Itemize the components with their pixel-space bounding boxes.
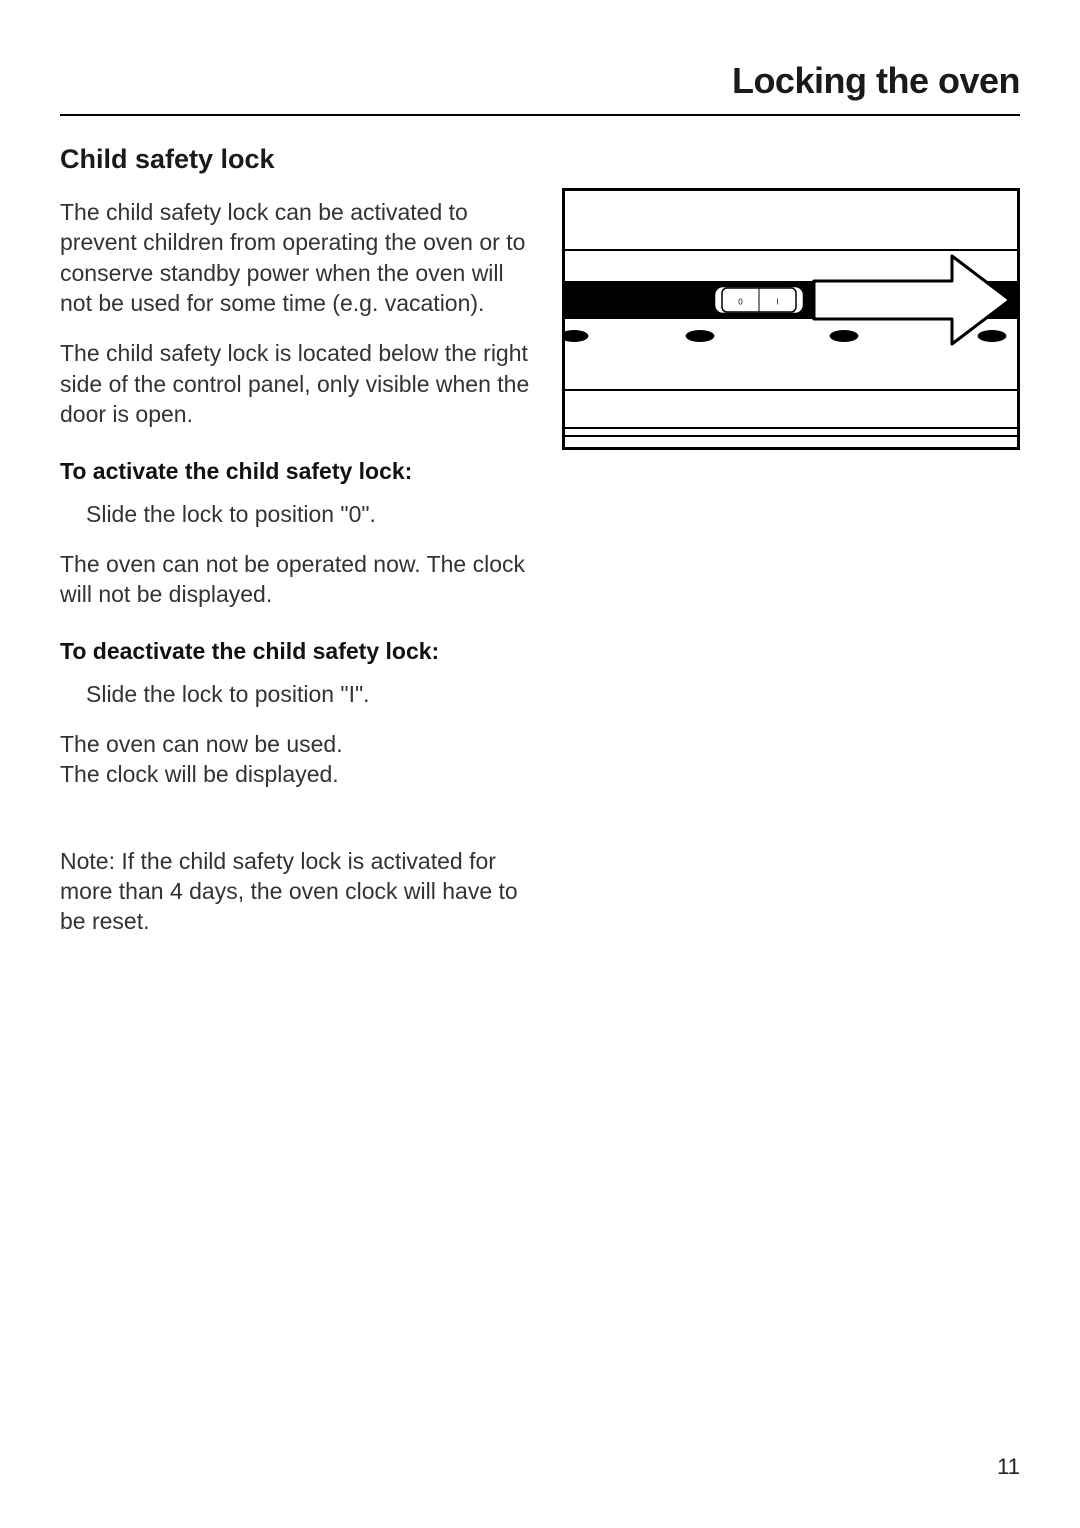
intro-paragraph-2: The child safety lock is located below t… <box>60 338 530 429</box>
note-text: Note: If the child safety lock is activa… <box>60 846 530 937</box>
left-column: Child safety lock The child safety lock … <box>60 144 530 937</box>
child-lock-diagram: 0I <box>562 188 1020 450</box>
deactivate-step: Slide the lock to position "I". <box>86 679 530 709</box>
section-heading: Child safety lock <box>60 144 530 175</box>
page-root: Locking the oven Child safety lock The c… <box>0 0 1080 1528</box>
intro-paragraph-1: The child safety lock can be activated t… <box>60 197 530 318</box>
activate-heading: To activate the child safety lock: <box>60 458 530 485</box>
activate-step: Slide the lock to position "0". <box>86 499 530 529</box>
content-columns: Child safety lock The child safety lock … <box>60 144 1020 937</box>
right-column: 0I <box>562 144 1020 937</box>
page-number: 11 <box>997 1454 1020 1480</box>
svg-text:0: 0 <box>738 297 743 306</box>
deactivate-result: The oven can now be used. The clock will… <box>60 729 530 790</box>
activate-result: The oven can not be operated now. The cl… <box>60 549 530 610</box>
deactivate-heading: To deactivate the child safety lock: <box>60 638 530 665</box>
svg-text:I: I <box>776 297 778 306</box>
page-title: Locking the oven <box>60 60 1020 116</box>
